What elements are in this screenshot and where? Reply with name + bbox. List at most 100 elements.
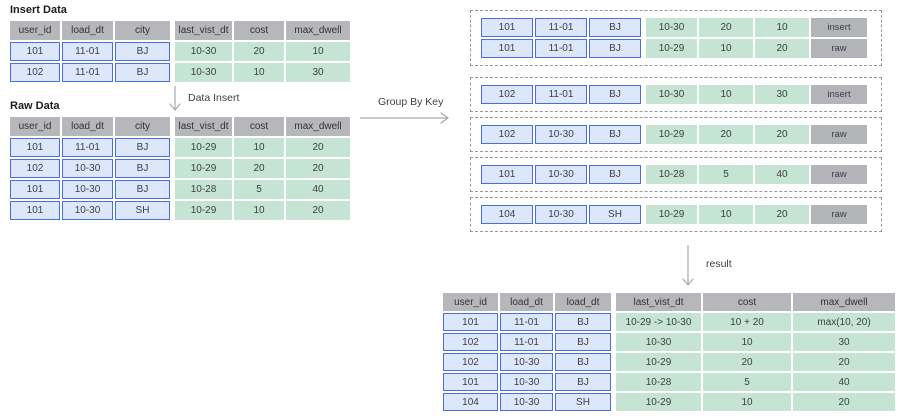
table-cell: 5 [699, 165, 753, 184]
table-cell: 11-01 [535, 85, 587, 104]
table-cell: 10-30 [172, 42, 232, 61]
table-cell: 102 [481, 125, 533, 144]
table-cell: 10-28 [643, 165, 697, 184]
table-cell: 40 [286, 180, 350, 199]
table-cell: 101 [481, 18, 533, 37]
table-row: 101 11-01 BJ 10-30 20 10 [10, 42, 350, 61]
table-cell: 101 [481, 39, 533, 58]
column-header: user_id [10, 117, 60, 136]
column-header: load_dt [62, 21, 113, 40]
table-row: 101 10-30 BJ 10-28 5 40 [10, 180, 350, 199]
table-cell: 102 [10, 63, 60, 82]
table-cell: SH [115, 201, 170, 220]
table-cell: 20 [755, 39, 809, 58]
table-row: 101 11-01 BJ 10-29 10 20 [10, 138, 350, 157]
table-cell: 11-01 [62, 63, 113, 82]
table-cell: 10 [699, 39, 753, 58]
header-row: user_id load_dt load_dt last_vist_dt cost max… [443, 293, 895, 311]
group-box-4: 101 10-30 BJ 10-28 5 40 raw [470, 157, 882, 192]
table-cell: 20 [286, 159, 350, 178]
table-row: 101 11-01 BJ 10-29 10 20 raw [481, 39, 867, 58]
table-cell: BJ [115, 180, 170, 199]
table-cell: 10-29 [643, 39, 697, 58]
table-cell: 101 [10, 138, 60, 157]
group-box-5: 104 10-30 SH 10-29 10 20 raw [470, 197, 882, 232]
insert-data-title: Insert Data [10, 4, 67, 16]
table-cell: 10-30 [62, 159, 113, 178]
table-cell: 10-29 [172, 159, 232, 178]
table-cell: 101 [481, 165, 533, 184]
table-row: 102 10-30 BJ 10-29 20 20 raw [481, 125, 867, 144]
table-cell: 20 [699, 18, 753, 37]
column-header: city [115, 117, 170, 136]
column-header: last_vist_dt [172, 21, 232, 40]
column-header: user_id [443, 293, 498, 311]
table-row: 102 10-30 BJ 10-29 20 20 [443, 353, 895, 371]
table-cell: insert [811, 18, 867, 37]
table-cell: 10-30 [500, 353, 553, 371]
table-cell: 11-01 [535, 18, 587, 37]
table-cell: 102 [443, 333, 498, 351]
table-cell: 10 [699, 205, 753, 224]
table-cell: 10-30 [643, 18, 697, 37]
table-cell: 5 [703, 373, 791, 391]
table-cell: 10-28 [172, 180, 232, 199]
table-cell: SH [589, 205, 641, 224]
result-table: user_id load_dt load_dt last_vist_dt cost max… [441, 291, 897, 413]
table-cell: 20 [286, 201, 350, 220]
table-cell: 101 [443, 313, 498, 331]
table-cell: 20 [703, 353, 791, 371]
table-cell: 20 [234, 159, 284, 178]
table-row: 104 10-30 SH 10-29 10 20 [443, 393, 895, 411]
table-cell: 30 [286, 63, 350, 82]
table-cell: BJ [115, 138, 170, 157]
table-cell: 11-01 [535, 39, 587, 58]
data-insert-label: Data Insert [188, 92, 240, 104]
group-table-4: 101 10-30 BJ 10-28 5 40 raw [479, 163, 869, 186]
table-row: 101 11-01 BJ 10-30 20 10 insert [481, 18, 867, 37]
table-row: 104 10-30 SH 10-29 10 20 raw [481, 205, 867, 224]
table-cell: 10-30 [643, 85, 697, 104]
table-cell: 5 [234, 180, 284, 199]
table-cell: 101 [10, 42, 60, 61]
table-cell: 10-30 [62, 201, 113, 220]
table-cell: 20 [755, 205, 809, 224]
column-header: max_dwell [793, 293, 895, 311]
table-cell: 10-29 [613, 393, 701, 411]
table-cell: 10 [703, 393, 791, 411]
column-header: load_dt [555, 293, 611, 311]
table-cell: BJ [589, 125, 641, 144]
table-cell: 11-01 [62, 138, 113, 157]
group-table-2: 102 11-01 BJ 10-30 10 30 insert [479, 83, 869, 106]
column-header: cost [703, 293, 791, 311]
table-cell: 10 [234, 63, 284, 82]
table-cell: 11-01 [500, 333, 553, 351]
group-box-3: 102 10-30 BJ 10-29 20 20 raw [470, 117, 882, 152]
table-cell: raw [811, 205, 867, 224]
table-cell: raw [811, 39, 867, 58]
column-header: last_vist_dt [172, 117, 232, 136]
table-cell: 10-30 [613, 333, 701, 351]
table-cell: 10 [286, 42, 350, 61]
arrow-down-icon [169, 86, 181, 111]
table-cell: 102 [10, 159, 60, 178]
table-row: 102 11-01 BJ 10-30 10 30 insert [481, 85, 867, 104]
group-table-3: 102 10-30 BJ 10-29 20 20 raw [479, 123, 869, 146]
table-cell: 40 [755, 165, 809, 184]
group-box-1: 101 11-01 BJ 10-30 20 10 insert 101 11-01 BJ 10-29… [470, 10, 882, 66]
table-cell: 10-30 [535, 205, 587, 224]
table-cell: 102 [443, 353, 498, 371]
table-cell: 10-30 [500, 373, 553, 391]
table-cell: 40 [793, 373, 895, 391]
table-cell: 20 [793, 353, 895, 371]
table-cell: 10-30 [500, 393, 553, 411]
table-cell: BJ [115, 63, 170, 82]
table-cell: 10-29 [643, 205, 697, 224]
table-row: 102 10-30 BJ 10-29 20 20 [10, 159, 350, 178]
table-cell: SH [555, 393, 611, 411]
table-cell: raw [811, 165, 867, 184]
table-cell: BJ [555, 353, 611, 371]
raw-data-table: user_id load_dt city last_vist_dt cost max_dw… [8, 115, 352, 222]
table-cell: 20 [286, 138, 350, 157]
table-cell: 10-29 [172, 138, 232, 157]
